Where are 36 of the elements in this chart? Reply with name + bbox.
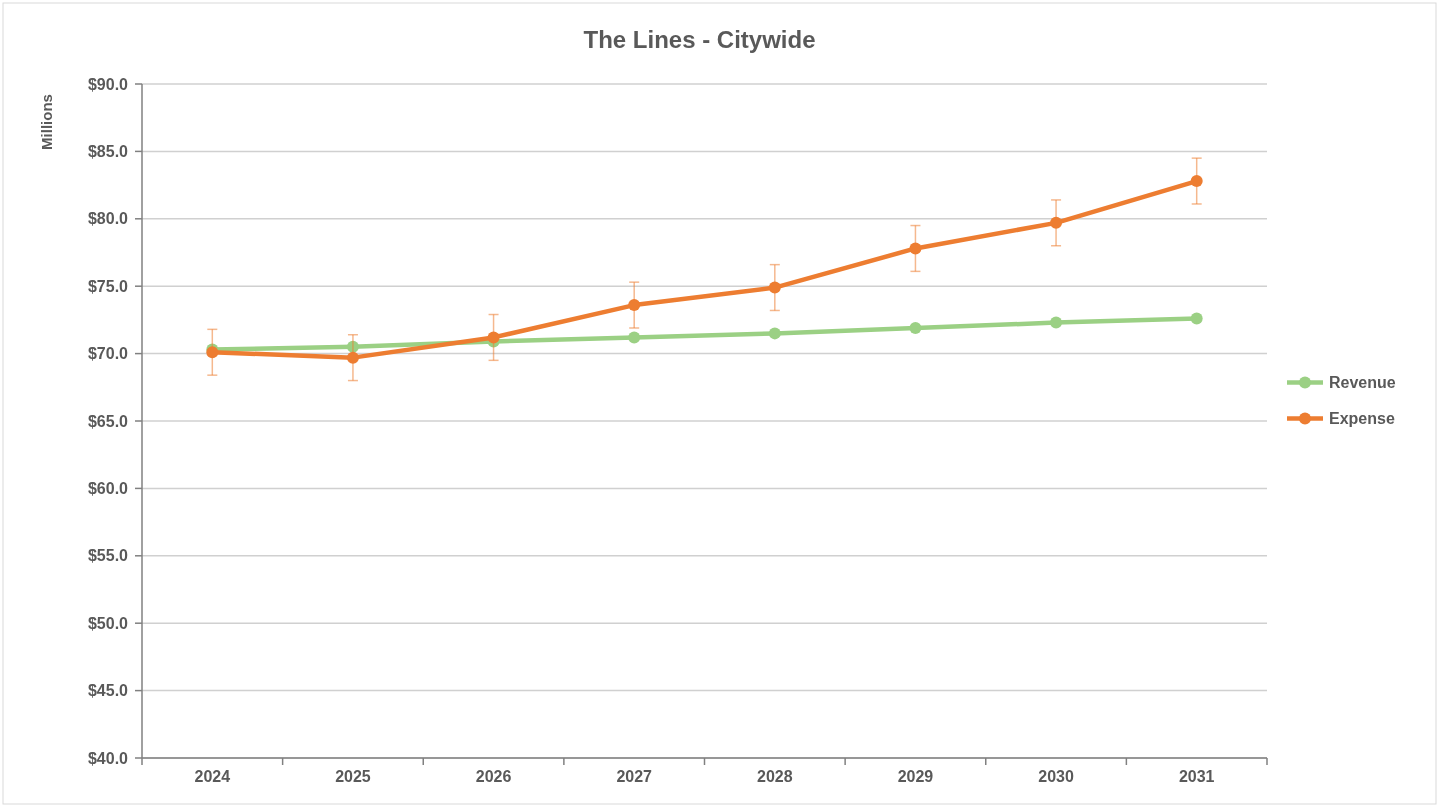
y-tick-label: $40.0 xyxy=(87,749,129,767)
chart-title: The Lines - Citywide xyxy=(583,26,816,53)
y-tick-label: $85.0 xyxy=(87,143,129,160)
point xyxy=(628,331,641,344)
y-tick-label: $45.0 xyxy=(87,682,129,700)
y-tick-label: $80.0 xyxy=(87,210,129,228)
point xyxy=(487,331,500,344)
x-tick-label: 2025 xyxy=(335,768,371,785)
x-tick-label: 2027 xyxy=(616,768,653,785)
y-tick-label: $75.0 xyxy=(87,277,129,295)
y-tick-label: $70.0 xyxy=(87,345,129,363)
y-tick-label: $65.0 xyxy=(87,412,129,430)
point xyxy=(1190,175,1203,188)
x-tick-label: 2030 xyxy=(1038,768,1074,785)
point xyxy=(909,321,922,334)
legend-label: Revenue xyxy=(1329,374,1396,392)
y-tick-label: $60.0 xyxy=(87,480,129,497)
y-tick-label: $55.0 xyxy=(87,547,129,565)
x-tick-label: 2026 xyxy=(475,768,512,785)
x-tick-label: 2028 xyxy=(757,768,793,785)
point xyxy=(628,299,641,312)
point xyxy=(346,340,359,353)
x-tick-label: 2031 xyxy=(1178,768,1215,785)
legend-label: Expense xyxy=(1329,410,1395,428)
y-axis-title: Millions xyxy=(38,94,55,150)
y-tick-label: $50.0 xyxy=(87,614,129,632)
point xyxy=(1050,316,1063,329)
point xyxy=(909,242,922,255)
point xyxy=(346,351,359,364)
y-tick-label: $90.0 xyxy=(87,75,129,93)
point xyxy=(1190,312,1203,325)
point xyxy=(1050,216,1063,229)
x-tick-label: 2029 xyxy=(897,768,934,785)
point xyxy=(768,281,781,294)
point xyxy=(768,327,781,340)
x-tick-label: 2024 xyxy=(194,768,231,785)
